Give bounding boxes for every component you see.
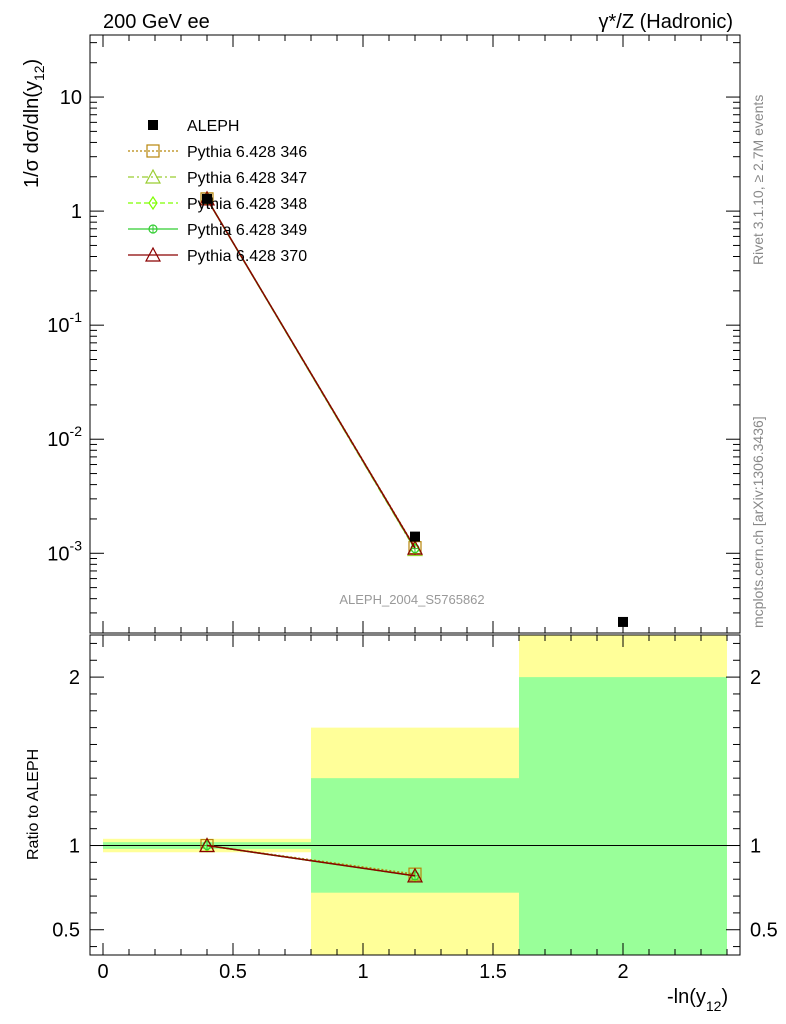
data-point-aleph [202, 193, 212, 204]
ratio-ytick-label: 2 [69, 667, 80, 689]
main-series-marker-5 [406, 539, 424, 555]
ratio-ytick-label-right: 0.5 [750, 920, 778, 942]
ratio-ytick-label-right: 1 [750, 836, 761, 858]
legend-label-5: Pythia 6.428 370 [187, 248, 307, 265]
data-point-aleph [618, 616, 628, 627]
ratio-ytick-label: 1 [69, 836, 80, 858]
legend-marker-0 [148, 120, 158, 130]
ratio-series-line-5 [206, 844, 416, 877]
legend-marker-2 [144, 168, 162, 184]
x-tick-label: 1 [357, 961, 368, 983]
xlabel-part: -ln(y [667, 986, 706, 1008]
header-left: 200 GeV ee [103, 11, 210, 33]
legend-marker-3 [148, 195, 158, 211]
ratio-ytick-label-right: 2 [750, 667, 761, 689]
main-ylabel-part: 1/σ dσ/dln(y [21, 81, 43, 188]
ratio-series-marker-5 [406, 867, 424, 883]
ratio-ytick-label: 0.5 [52, 920, 80, 942]
main-y-axis-label: 1/σ dσ/dln(y12) [21, 59, 47, 188]
main-ytick-label: 10 [60, 87, 82, 109]
legend-label-1: Pythia 6.428 346 [187, 144, 307, 161]
main-ytick-label: 10-3 [47, 537, 82, 565]
series-lines [198, 190, 628, 883]
ytick-base: 10 [47, 429, 69, 451]
legend-marker-5 [144, 246, 162, 262]
main-ylabel-close: ) [21, 59, 43, 66]
ratio-series-line-1 [206, 844, 416, 875]
ratio-uncertainty-bands [103, 635, 727, 955]
legend-label-2: Pythia 6.428 347 [187, 170, 307, 187]
mcplots-label: mcplots.cern.ch [arXiv:1306.3436] [750, 416, 766, 628]
ytick-exp: -2 [70, 423, 83, 439]
header-right: γ*/Z (Hadronic) [599, 11, 733, 33]
main-ytick-label: 10-2 [47, 423, 82, 451]
ytick-base: 10 [47, 543, 69, 565]
ytick-base: 10 [47, 315, 69, 337]
xlabel-close: ) [721, 986, 728, 1008]
ytick-exp: -1 [70, 309, 83, 325]
data-point-aleph [410, 531, 420, 542]
x-tick-label: 0 [97, 961, 108, 983]
legend-label-0: ALEPH [187, 118, 239, 135]
legend: ALEPH Pythia 6.428 346 Pythia 6.428 347 Pyt… [128, 118, 307, 265]
rivet-label: Rivet 3.1.10, ≥ 2.7M events [750, 95, 766, 265]
main-ylabel-sub: 12 [31, 65, 47, 81]
ratio-y-axis-label: Ratio to ALEPH [25, 749, 42, 860]
legend-label-3: Pythia 6.428 348 [187, 196, 307, 213]
x-axis-label: -ln(y12) [667, 986, 728, 1014]
ratio-series-marker-5 [198, 837, 216, 853]
main-ytick-label: 10-1 [47, 309, 82, 337]
legend-label-4: Pythia 6.428 349 [187, 222, 307, 239]
xlabel-sub: 12 [706, 998, 722, 1014]
analysis-watermark: ALEPH_2004_S5765862 [339, 592, 484, 607]
x-tick-label: 2 [617, 961, 628, 983]
ytick-exp: -3 [70, 537, 83, 553]
legend-marker-1 [146, 144, 160, 158]
main-series-line-5 [206, 198, 416, 549]
band-inner-2 [519, 677, 727, 955]
main-ytick-label: 1 [71, 201, 82, 223]
x-tick-label: 0.5 [219, 961, 247, 983]
x-tick-label: 1.5 [479, 961, 507, 983]
